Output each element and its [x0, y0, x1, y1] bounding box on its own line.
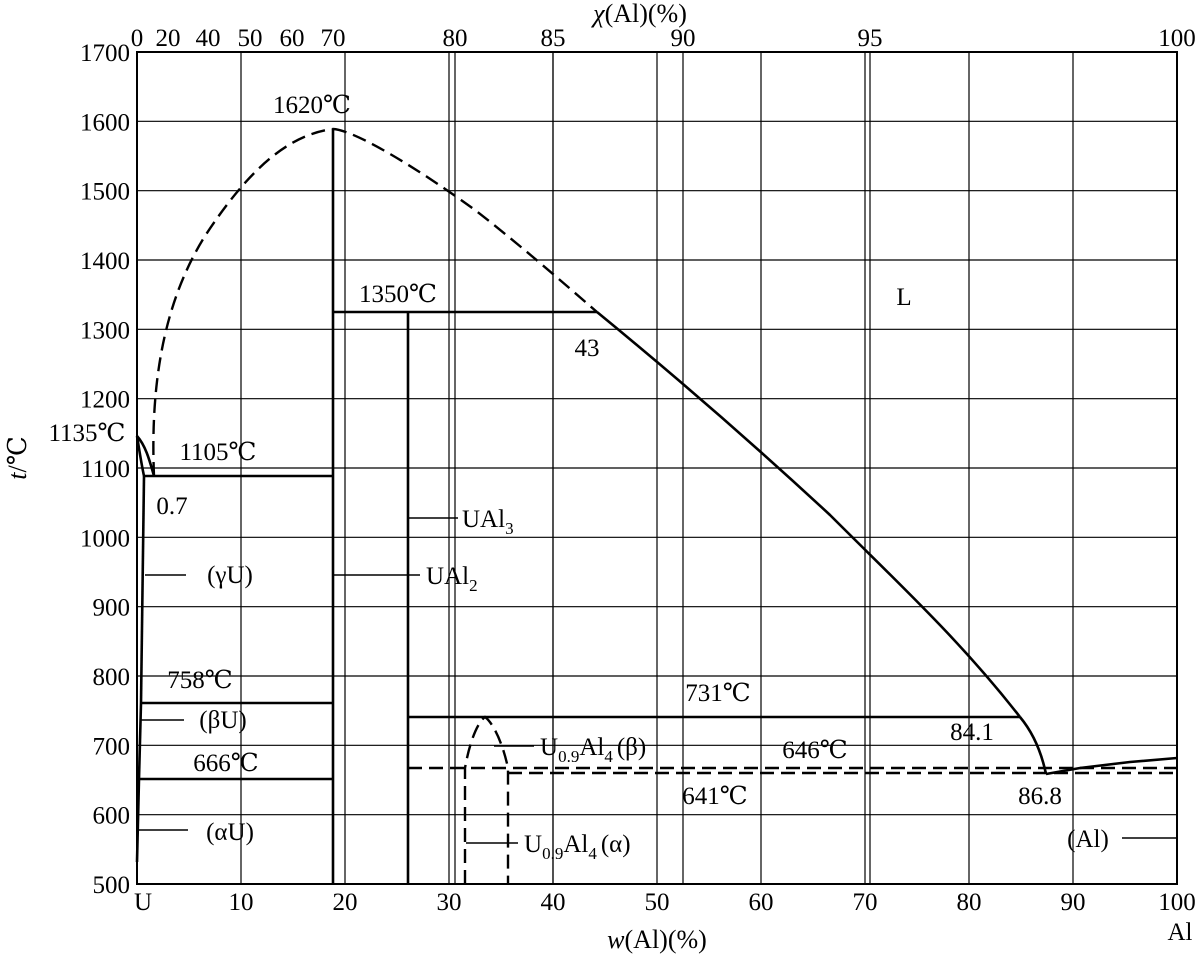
annotations: 1620℃ 1350℃ 1135℃ 1105℃ 0.7 43 L (γU) 75…: [48, 92, 1108, 863]
phase-boundaries: [135, 127, 1178, 884]
x-top-axis-title: χ(Al)(%): [590, 0, 687, 28]
u09al4-beta-al: Al: [579, 734, 604, 761]
x-bottom-tick-label: 50: [645, 889, 670, 916]
u09al4-alpha-sub1: 0.9: [542, 844, 563, 863]
y-tick-label: 500: [93, 872, 131, 899]
x-bottom-title-rest: (Al)(%): [625, 925, 707, 954]
u09al4-dome: [463, 715, 510, 884]
label-1135: 1135℃: [48, 420, 125, 447]
y-tick-label: 1000: [80, 525, 130, 552]
x-bottom-tick-label: 40: [541, 889, 566, 916]
gamma-u-solidus: [135, 435, 146, 477]
label-1350: 1350℃: [359, 281, 437, 308]
y-tick-label: 600: [93, 803, 131, 830]
y-tick-label: 700: [93, 733, 131, 760]
label-1620: 1620℃: [273, 92, 351, 119]
label-L: L: [896, 284, 911, 311]
label-666: 666℃: [193, 750, 258, 777]
u09al4-alpha-al: Al: [563, 831, 588, 858]
label-u09al4-beta: U0.9Al4 (β): [540, 734, 646, 766]
leader-lines: [138, 517, 1177, 844]
y-tick-label: 1200: [80, 387, 130, 414]
x-top-tick-label: 95: [858, 25, 883, 52]
label-gamma-u: (γU): [207, 562, 253, 589]
y-tick-label: 900: [93, 595, 131, 622]
y-axis-title: t/℃: [3, 436, 32, 480]
y-tick-label: 1100: [81, 456, 130, 483]
x-top-tick-label: 70: [321, 25, 346, 52]
label-u09al4-alpha: U0.9Al4 (α): [524, 831, 631, 863]
x-top-tick-label: 60: [280, 25, 305, 52]
x-top-tick-label: 85: [541, 25, 566, 52]
plot-frame: [136, 51, 1178, 885]
x-top-tick-label: 80: [443, 25, 468, 52]
x-bottom-tick-label: 70: [853, 889, 878, 916]
x-top-tick-label: 100: [1158, 25, 1195, 52]
x-top-tick-label: 40: [196, 25, 221, 52]
label-86-8: 86.8: [1018, 783, 1062, 810]
u-liquidus-start: [136, 435, 156, 477]
label-al-phase: (Al): [1067, 826, 1109, 853]
grid-lines: [137, 52, 1177, 884]
x-top-tick-label: 90: [671, 25, 696, 52]
beta-u-solvus: [137, 702, 143, 780]
u09al4-alpha-phase: (α): [601, 831, 631, 858]
x-bottom-tick-label: 60: [749, 889, 774, 916]
label-758: 758℃: [167, 667, 232, 694]
x-right-end-label: Al: [1168, 919, 1193, 946]
tick-labels: 5006007008009001000110012001300140015001…: [80, 25, 1195, 916]
y-tick-label: 1500: [80, 179, 130, 206]
x-top-tick-label: 50: [238, 25, 263, 52]
x-bottom-tick-label: 30: [437, 889, 462, 916]
y-tick-label: 1600: [80, 109, 130, 136]
label-84-1: 84.1: [950, 719, 994, 746]
y-tick-label: 1300: [80, 317, 130, 344]
u09al4-alpha-sub2: 4: [588, 844, 597, 863]
x-top-title-rest: (Al)(%): [605, 0, 687, 28]
y-tick-label: 1700: [80, 40, 130, 67]
u09al4-beta-u: U: [540, 734, 558, 761]
label-43: 43: [575, 335, 600, 362]
alpha-u-solvus: [135, 778, 141, 863]
y-tick-label: 1400: [80, 248, 130, 275]
label-0-7: 0.7: [156, 493, 187, 520]
y-title-symbol: t: [3, 472, 32, 480]
x-bottom-tick-label: 20: [333, 889, 358, 916]
label-ual3: UAl3: [462, 506, 514, 538]
liquidus-ual2-right-dashed: [332, 127, 598, 313]
label-alpha-u: (αU): [206, 819, 254, 846]
liquidus-ual3-ual4: [596, 310, 1022, 718]
ual2-main: UAl: [426, 563, 469, 590]
liquidus-u-side-dashed: [152, 127, 334, 477]
x-bottom-axis-title: w(Al)(%): [607, 925, 707, 954]
ual3-main: UAl: [462, 506, 505, 533]
x-left-end-label: U: [134, 889, 152, 916]
x-bottom-tick-label: 100: [1158, 889, 1195, 916]
ual2-sub: 2: [469, 576, 478, 595]
label-731: 731℃: [685, 680, 750, 707]
label-641: 641℃: [682, 783, 747, 810]
x-top-tick-label: 0: [131, 25, 144, 52]
label-646: 646℃: [782, 737, 847, 764]
x-top-title-symbol: χ: [590, 0, 605, 28]
y-title-rest: /℃: [3, 436, 32, 472]
u09al4-alpha-u: U: [524, 831, 542, 858]
x-bottom-title-symbol: w: [607, 925, 625, 954]
y-tick-label: 800: [93, 664, 131, 691]
liquidus-al-side: [1045, 756, 1178, 776]
x-bottom-tick-label: 90: [1061, 889, 1086, 916]
label-ual2: UAl2: [426, 563, 478, 595]
x-bottom-tick-label: 80: [957, 889, 982, 916]
x-bottom-tick-label: 10: [229, 889, 254, 916]
gamma-u-solvus: [139, 475, 146, 704]
u09al4-beta-phase: (β): [617, 734, 646, 761]
x-top-tick-label: 20: [156, 25, 181, 52]
u09al4-beta-sub1: 0.9: [558, 747, 579, 766]
label-1105: 1105℃: [179, 439, 256, 466]
ual3-sub: 3: [505, 519, 514, 538]
label-beta-u: (βU): [199, 707, 246, 734]
u09al4-beta-sub2: 4: [604, 747, 613, 766]
